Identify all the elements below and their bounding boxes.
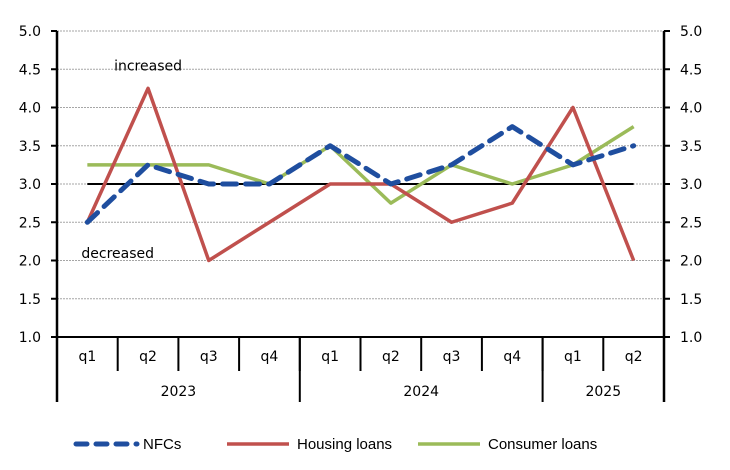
y-axis-right: 1.0 1.5 2.0 2.5 3.0 3.5 4.0 4.5 5.0 bbox=[662, 24, 702, 402]
y-tick-label-left: 1.0 bbox=[19, 330, 41, 346]
y-tick-label-left: 2.5 bbox=[19, 215, 41, 231]
legend-label: Housing loans bbox=[297, 436, 392, 453]
y-tick-label-left: 4.0 bbox=[19, 101, 41, 117]
annotation-label: decreased bbox=[81, 246, 154, 262]
y-tick-label-left: 3.5 bbox=[19, 139, 41, 155]
y-tick-label-left: 4.5 bbox=[19, 62, 41, 78]
legend: NFCs Housing loans Consumer loans bbox=[73, 436, 597, 453]
y-tick-label-left: 5.0 bbox=[19, 24, 41, 40]
x-axis: q1 q2 q3 q4 q1 q2 q3 q4 q1 q2 2023 2024 2025 bbox=[51, 336, 670, 402]
y-tick-label-right: 4.0 bbox=[680, 101, 702, 117]
series-line-consumer-loans bbox=[87, 125, 635, 205]
y-tick-label-left: 1.5 bbox=[19, 292, 41, 308]
x-category-label: q4 bbox=[261, 349, 279, 365]
x-category-label: q2 bbox=[382, 349, 400, 365]
x-category-label: q3 bbox=[200, 349, 218, 365]
x-category-label: q2 bbox=[625, 349, 643, 365]
legend-label: Consumer loans bbox=[488, 436, 597, 453]
annotation-label: increased bbox=[114, 58, 182, 74]
y-tick-label-right: 3.5 bbox=[680, 139, 702, 155]
x-category-label: q4 bbox=[503, 349, 521, 365]
y-tick-label-right: 2.5 bbox=[680, 215, 702, 231]
x-group-label: 2024 bbox=[403, 384, 439, 400]
y-tick-label-right: 3.0 bbox=[680, 177, 702, 193]
y-tick-label-right: 5.0 bbox=[680, 24, 702, 40]
x-category-label: q1 bbox=[321, 349, 339, 365]
series-line-nfcs bbox=[84, 124, 637, 225]
y-tick-label-left: 2.0 bbox=[19, 254, 41, 270]
series-lines bbox=[84, 86, 637, 263]
x-category-label: q2 bbox=[139, 349, 157, 365]
x-category-label: q3 bbox=[443, 349, 461, 365]
x-group-label: 2023 bbox=[161, 384, 197, 400]
y-tick-label-right: 1.5 bbox=[680, 292, 702, 308]
x-category-label: q1 bbox=[78, 349, 96, 365]
legend-label: NFCs bbox=[143, 436, 181, 453]
annotations: increased decreased bbox=[81, 58, 182, 261]
y-axis-left: 1.0 1.5 2.0 2.5 3.0 3.5 4.0 4.5 5.0 bbox=[19, 24, 59, 402]
y-tick-label-left: 3.0 bbox=[19, 177, 41, 193]
x-category-label: q1 bbox=[564, 349, 582, 365]
y-tick-label-right: 1.0 bbox=[680, 330, 702, 346]
x-group-label: 2025 bbox=[585, 384, 621, 400]
y-tick-label-right: 4.5 bbox=[680, 62, 702, 78]
y-tick-label-right: 2.0 bbox=[680, 254, 702, 270]
